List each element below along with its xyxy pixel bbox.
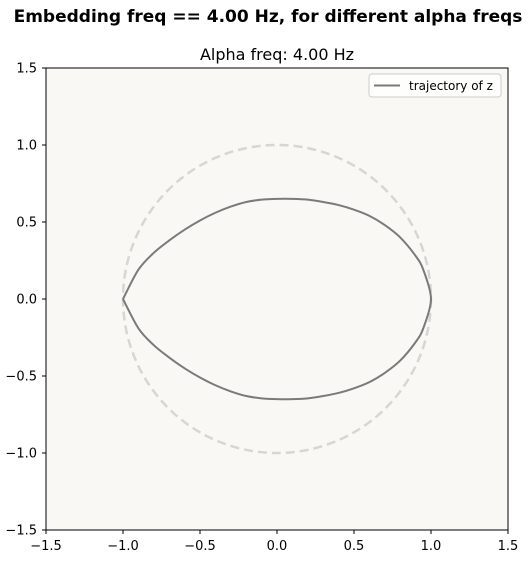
x-axis-ticks: −1.5 −1.0 −0.5 0.0 0.5 1.0 1.5 <box>30 530 518 554</box>
x-tick-label: 1.0 <box>421 539 442 554</box>
y-tick-label: −0.5 <box>5 370 37 385</box>
y-tick-label: 0.0 <box>16 293 37 308</box>
x-tick-label: 0.0 <box>267 539 288 554</box>
x-tick-label: −0.5 <box>184 539 216 554</box>
axes-title: Alpha freq: 4.00 Hz <box>200 45 354 64</box>
legend-box <box>368 73 502 98</box>
y-tick-label: −1.0 <box>5 447 37 462</box>
figure-suptitle: Embedding freq == 4.00 Hz, for different… <box>14 7 523 27</box>
x-tick-label: −1.0 <box>107 539 139 554</box>
trajectory-of-z-line <box>122 197 432 401</box>
trajectory-layer <box>122 197 432 401</box>
y-tick-label: −1.5 <box>5 524 37 539</box>
y-tick-label: 1.0 <box>16 139 37 154</box>
x-tick-label: −1.5 <box>30 539 62 554</box>
legend: trajectory of z <box>368 73 502 98</box>
legend-label: trajectory of z <box>409 79 493 93</box>
plot-area <box>46 68 508 530</box>
x-tick-label: 0.5 <box>344 539 365 554</box>
y-tick-label: 0.5 <box>16 216 37 231</box>
x-tick-label: 1.5 <box>498 539 519 554</box>
y-axis-ticks: 1.5 1.0 0.5 0.0 −0.5 −1.0 −1.5 <box>5 62 46 539</box>
y-tick-label: 1.5 <box>16 62 37 77</box>
